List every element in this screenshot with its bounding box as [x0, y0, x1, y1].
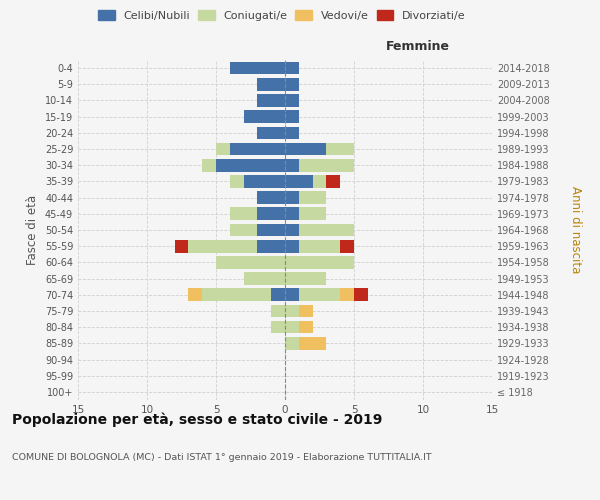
Bar: [257, 126, 285, 139]
Bar: [285, 288, 299, 301]
Bar: [271, 288, 285, 301]
Bar: [285, 159, 299, 172]
Bar: [230, 142, 285, 156]
Bar: [216, 159, 285, 172]
Bar: [257, 224, 285, 236]
Bar: [257, 240, 285, 252]
Bar: [285, 208, 299, 220]
Text: Femmine: Femmine: [385, 40, 449, 53]
Bar: [340, 240, 354, 252]
Bar: [230, 175, 244, 188]
Bar: [299, 224, 354, 236]
Bar: [230, 224, 257, 236]
Bar: [285, 62, 299, 74]
Bar: [285, 142, 326, 156]
Bar: [313, 175, 326, 188]
Bar: [354, 288, 368, 301]
Bar: [230, 208, 257, 220]
Bar: [244, 175, 285, 188]
Bar: [299, 337, 326, 349]
Bar: [326, 175, 340, 188]
Bar: [299, 208, 326, 220]
Bar: [202, 159, 216, 172]
Bar: [285, 94, 299, 107]
Bar: [230, 62, 285, 74]
Bar: [257, 208, 285, 220]
Bar: [271, 321, 285, 334]
Bar: [175, 240, 188, 252]
Text: Popolazione per età, sesso e stato civile - 2019: Popolazione per età, sesso e stato civil…: [12, 412, 382, 427]
Bar: [299, 159, 354, 172]
Bar: [299, 288, 340, 301]
Bar: [188, 288, 202, 301]
Bar: [285, 321, 299, 334]
Bar: [244, 110, 285, 123]
Bar: [299, 304, 313, 318]
Bar: [285, 126, 299, 139]
Bar: [285, 256, 354, 268]
Bar: [285, 337, 299, 349]
Bar: [271, 304, 285, 318]
Text: COMUNE DI BOLOGNOLA (MC) - Dati ISTAT 1° gennaio 2019 - Elaborazione TUTTITALIA.: COMUNE DI BOLOGNOLA (MC) - Dati ISTAT 1°…: [12, 452, 431, 462]
Bar: [285, 78, 299, 90]
Bar: [299, 240, 340, 252]
Bar: [257, 192, 285, 204]
Bar: [257, 78, 285, 90]
Bar: [340, 288, 354, 301]
Bar: [285, 240, 299, 252]
Bar: [188, 240, 257, 252]
Bar: [202, 288, 271, 301]
Bar: [285, 175, 313, 188]
Y-axis label: Anni di nascita: Anni di nascita: [569, 186, 582, 274]
Bar: [326, 142, 354, 156]
Bar: [285, 110, 299, 123]
Bar: [244, 272, 285, 285]
Bar: [299, 192, 326, 204]
Bar: [285, 224, 299, 236]
Bar: [285, 272, 326, 285]
Bar: [257, 94, 285, 107]
Bar: [299, 321, 313, 334]
Bar: [285, 304, 299, 318]
Y-axis label: Fasce di età: Fasce di età: [26, 195, 39, 265]
Bar: [216, 142, 230, 156]
Bar: [216, 256, 285, 268]
Bar: [285, 192, 299, 204]
Legend: Celibi/Nubili, Coniugati/e, Vedovi/e, Divorziati/e: Celibi/Nubili, Coniugati/e, Vedovi/e, Di…: [94, 6, 470, 25]
